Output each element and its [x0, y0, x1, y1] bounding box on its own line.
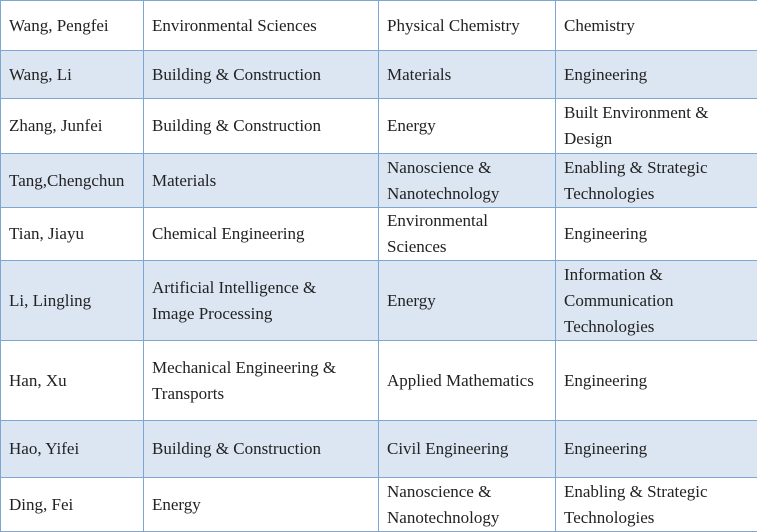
table-cell: Engineering: [556, 341, 757, 421]
table-cell: Nanoscience & Nanotechnology: [379, 478, 556, 532]
table-cell: Materials: [144, 154, 379, 208]
table-cell: Chemistry: [556, 1, 757, 51]
table-cell: Built Environment & Design: [556, 99, 757, 154]
table-cell: Enabling & Strategic Technologies: [556, 154, 757, 208]
table-cell: Enabling & Strategic Technologies: [556, 478, 757, 532]
table-cell: Building & Construction: [144, 421, 379, 478]
table-cell: Mechanical Engineering & Transports: [144, 341, 379, 421]
table-cell: Tang,Chengchun: [1, 154, 144, 208]
table-cell: Energy: [379, 261, 556, 341]
table-cell: Energy: [144, 478, 379, 532]
table-cell: Energy: [379, 99, 556, 154]
table-cell: Li, Lingling: [1, 261, 144, 341]
table-cell: Engineering: [556, 421, 757, 478]
table-cell: Tian, Jiayu: [1, 208, 144, 261]
table-cell: Wang, Li: [1, 51, 144, 99]
table-cell: Materials: [379, 51, 556, 99]
table-cell: Applied Mathematics: [379, 341, 556, 421]
table-cell: Physical Chemistry: [379, 1, 556, 51]
table-cell: Environmental Sciences: [379, 208, 556, 261]
table-cell: Environmental Sciences: [144, 1, 379, 51]
table-cell: Nanoscience & Nanotechnology: [379, 154, 556, 208]
table-cell: Building & Construction: [144, 99, 379, 154]
table-cell: Zhang, Junfei: [1, 99, 144, 154]
table-cell: Hao, Yifei: [1, 421, 144, 478]
table-cell: Han, Xu: [1, 341, 144, 421]
table-cell: Artificial Intelligence & Image Processi…: [144, 261, 379, 341]
table-cell: Wang, Pengfei: [1, 1, 144, 51]
table-cell: Information & Communication Technologies: [556, 261, 757, 341]
table-cell: Ding, Fei: [1, 478, 144, 532]
table-cell: Building & Construction: [144, 51, 379, 99]
table-cell: Civil Engineering: [379, 421, 556, 478]
table-cell: Engineering: [556, 208, 757, 261]
table-cell: Engineering: [556, 51, 757, 99]
table-cell: Chemical Engineering: [144, 208, 379, 261]
